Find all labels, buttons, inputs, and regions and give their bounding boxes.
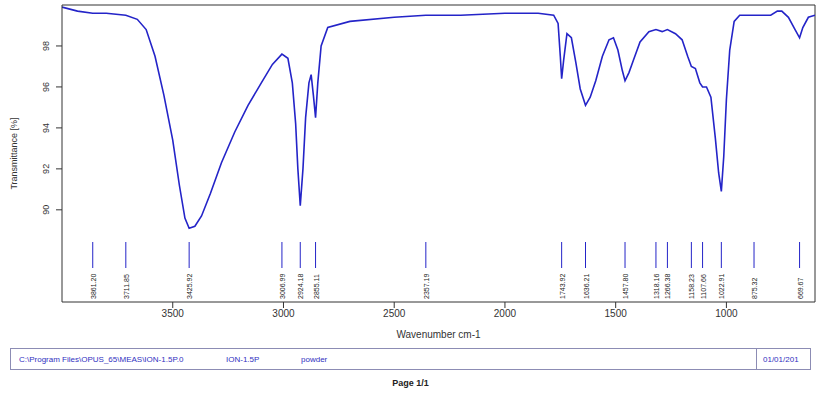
svg-text:3500: 3500 <box>162 308 185 319</box>
svg-text:1500: 1500 <box>605 308 628 319</box>
svg-text:3000: 3000 <box>272 308 295 319</box>
html-text:Page 1/1: Page 1/1 <box>392 378 429 388</box>
svg-text:3425.92: 3425.92 <box>186 274 193 299</box>
svg-text:875.32: 875.32 <box>751 277 758 299</box>
svg-text:1318.16: 1318.16 <box>653 274 660 299</box>
svg-text:96: 96 <box>41 82 51 92</box>
svg-text:3006.99: 3006.99 <box>279 274 286 299</box>
svg-text:Transmittance [%]: Transmittance [%] <box>9 117 19 189</box>
svg-text:98: 98 <box>41 41 51 51</box>
svg-text:2357.19: 2357.19 <box>423 274 430 299</box>
svg-text:1457.80: 1457.80 <box>622 274 629 299</box>
svg-text:1743.92: 1743.92 <box>559 274 566 299</box>
svg-text:1158.23: 1158.23 <box>688 274 695 299</box>
svg-text:Wavenumber cm-1: Wavenumber cm-1 <box>396 329 481 340</box>
svg-text:2000: 2000 <box>494 308 517 319</box>
html-text:01/01/201: 01/01/201 <box>763 355 799 364</box>
svg-text:2500: 2500 <box>383 308 406 319</box>
svg-text:1636.21: 1636.21 <box>583 274 590 299</box>
html-text:powder: powder <box>301 355 328 364</box>
svg-text:2855.11: 2855.11 <box>313 274 320 299</box>
svg-text:2924.18: 2924.18 <box>297 274 304 299</box>
svg-text:92: 92 <box>41 164 51 174</box>
svg-text:1107.66: 1107.66 <box>700 274 707 299</box>
html-text:ION-1.5P: ION-1.5P <box>226 355 260 364</box>
svg-text:1266.38: 1266.38 <box>664 274 671 299</box>
svg-text:3861.20: 3861.20 <box>90 274 97 299</box>
svg-text:1022.91: 1022.91 <box>718 274 725 299</box>
svg-text:669.67: 669.67 <box>797 277 804 299</box>
svg-text:1000: 1000 <box>715 308 738 319</box>
svg-text:3711.85: 3711.85 <box>123 274 130 299</box>
svg-text:94: 94 <box>41 123 51 133</box>
svg-text:90: 90 <box>41 205 51 215</box>
html-text:C:\Program Files\OPUS_65\MEAS\: C:\Program Files\OPUS_65\MEAS\ION-1.5P.0 <box>19 355 184 364</box>
